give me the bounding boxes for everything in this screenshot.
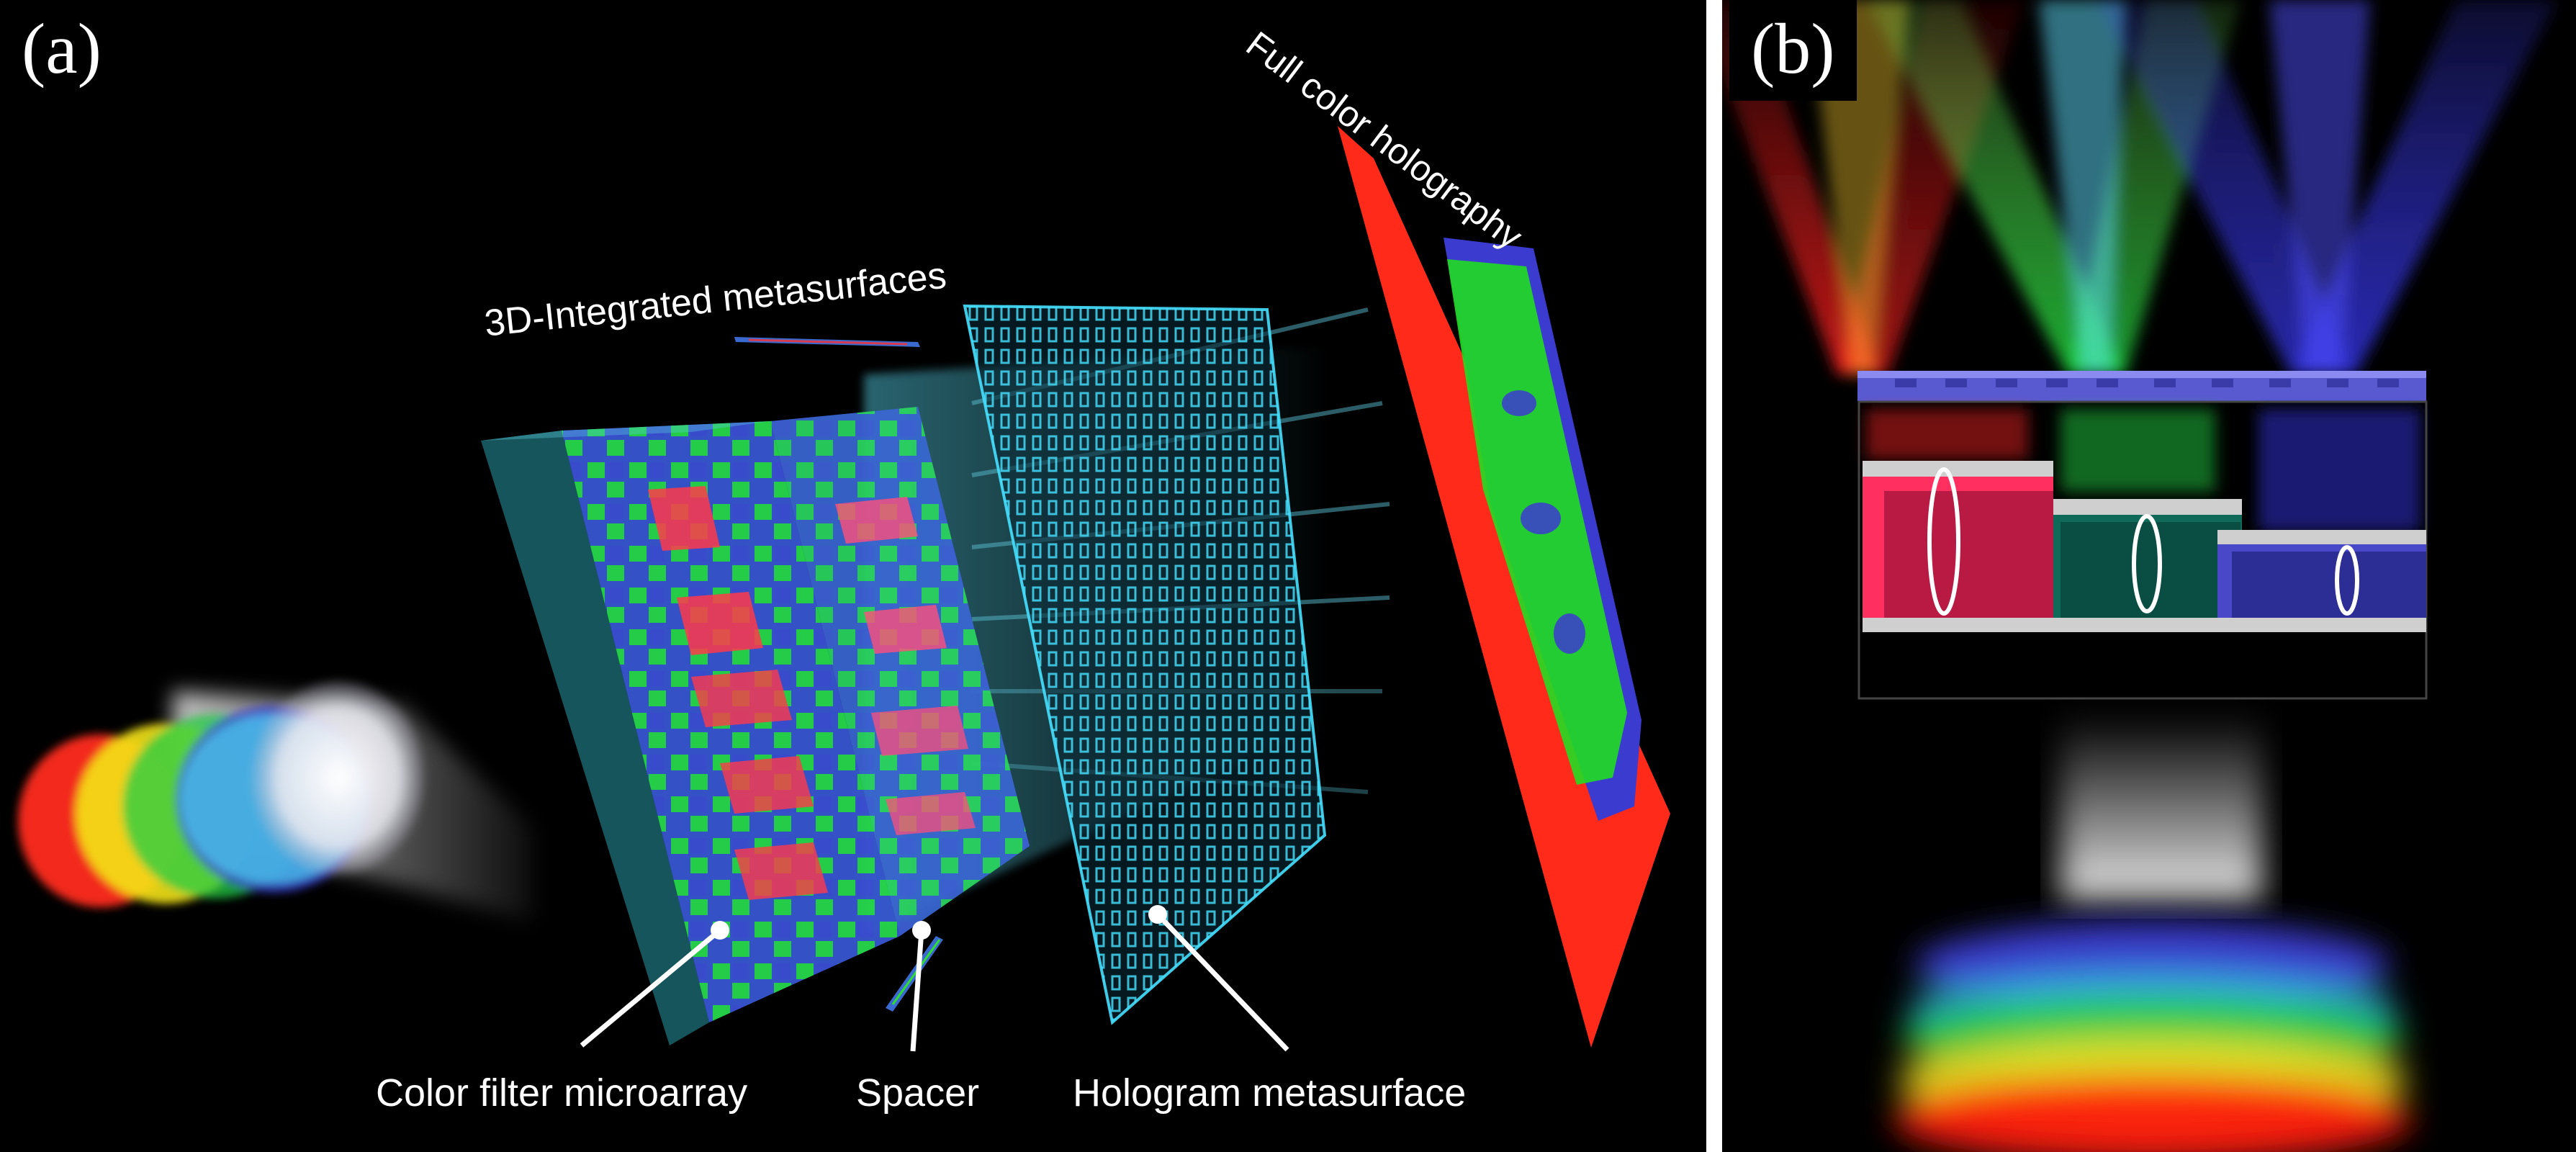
top-metasurface-plate: [1857, 371, 2426, 401]
panel-a: (a): [0, 0, 1706, 1152]
base-plate: [1863, 618, 2426, 632]
white-disc: [252, 680, 425, 875]
filter-leader-dot: [711, 921, 729, 940]
green-filter-block: [2053, 499, 2242, 618]
panel-b: (b): [1722, 0, 2576, 1152]
label-hologram-metasurface: Hologram metasurface: [1073, 1071, 1467, 1115]
panel-b-tag: (b): [1729, 0, 1857, 101]
incoming-white-light: [2061, 713, 2262, 900]
label-spacer: Spacer: [856, 1071, 980, 1115]
spacer-slab: [770, 407, 1030, 936]
filtered-streaks: [1866, 409, 2420, 531]
leader-lines: [580, 905, 1289, 1052]
blue-filter-block: [2217, 530, 2426, 618]
hologram-leader-line: [1156, 912, 1289, 1052]
panel-a-tag: (a): [0, 0, 123, 101]
red-filter-block: [1863, 461, 2053, 618]
source-light-discs: [18, 680, 425, 907]
hologram-metasurface: [963, 304, 1327, 1025]
spectrum-source: [1893, 922, 2412, 1152]
spacer-leader-line: [910, 930, 924, 1052]
filter-leader-line: [580, 928, 722, 1048]
holography-screen: [1338, 126, 1670, 1048]
panel-b-illustration: [1722, 0, 2557, 1152]
color-filter-microarray: [481, 421, 900, 1045]
label-color-filter-microarray: Color filter microarray: [376, 1071, 748, 1115]
hologram-leader-dot: [1148, 905, 1167, 924]
spacer-leader-dot: [912, 921, 931, 940]
panel-a-illustration: [18, 126, 1670, 1052]
